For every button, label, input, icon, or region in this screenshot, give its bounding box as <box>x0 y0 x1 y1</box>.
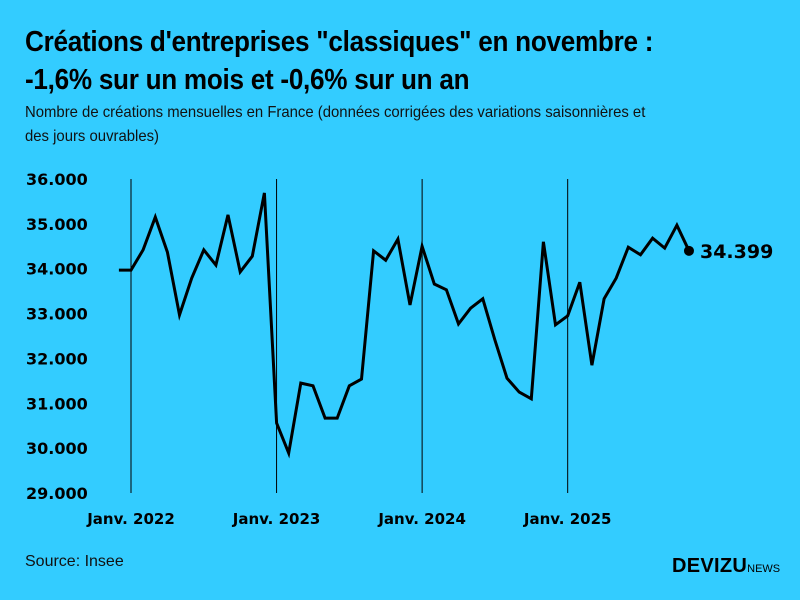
y-tick-label: 31.000 <box>26 394 88 413</box>
last-point-label: 34.399 <box>700 241 773 263</box>
y-tick-label: 30.000 <box>26 439 88 458</box>
x-tick-label: Janv. 2022 <box>86 510 175 528</box>
y-tick-label: 34.000 <box>26 260 88 279</box>
y-tick-label: 36.000 <box>26 170 88 189</box>
y-tick-label: 33.000 <box>26 305 88 324</box>
chart-title-line2: -1,6% sur un mois et -0,6% sur un an <box>25 64 470 96</box>
x-tick-label: Janv. 2025 <box>523 510 612 528</box>
chart-title-line1: Créations d'entreprises "classiques" en … <box>25 26 654 58</box>
y-tick-label: 32.000 <box>26 349 88 368</box>
devizu-logo: DEVIZUNEWS <box>672 555 780 578</box>
series-line <box>118 192 691 459</box>
chart-subtitle-line1: Nombre de créations mensuelles en France… <box>25 104 646 121</box>
y-tick-label: 35.000 <box>26 215 88 234</box>
last-point-marker <box>683 245 694 256</box>
chart-subtitle-line2: des jours ouvrables) <box>25 128 159 145</box>
logo-suffix: NEWS <box>747 563 781 575</box>
x-tick-label: Janv. 2024 <box>377 510 466 528</box>
source-note: Source: Insee <box>25 553 124 570</box>
x-tick-label: Janv. 2023 <box>232 510 321 528</box>
y-tick-label: 29.000 <box>26 484 88 503</box>
logo-text: DEVIZU <box>672 555 748 577</box>
